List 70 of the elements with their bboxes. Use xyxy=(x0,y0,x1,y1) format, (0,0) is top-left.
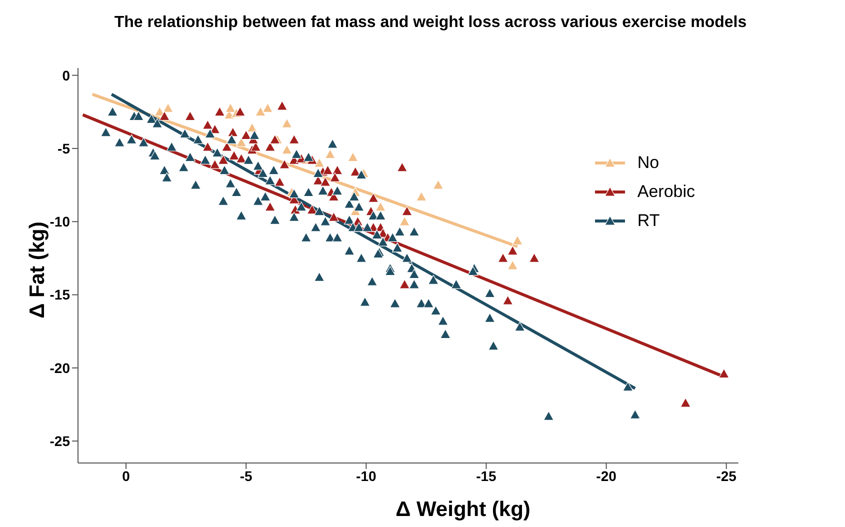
x-tick-label: 0 xyxy=(122,468,130,484)
point xyxy=(399,216,410,226)
point xyxy=(159,110,170,121)
y-tick-label: -5 xyxy=(58,140,70,156)
point xyxy=(396,162,408,172)
point xyxy=(502,295,514,305)
point xyxy=(322,165,334,175)
point xyxy=(718,368,730,378)
y-axis-title: Δ Fat (kg) xyxy=(26,222,50,318)
point xyxy=(314,158,325,168)
x-tick-label: -25 xyxy=(716,468,737,484)
point xyxy=(274,176,286,186)
point xyxy=(306,204,318,214)
point xyxy=(255,106,266,116)
point xyxy=(320,176,331,186)
point xyxy=(218,154,229,164)
point xyxy=(276,100,288,110)
point xyxy=(416,191,427,202)
point xyxy=(402,206,412,216)
point xyxy=(246,122,258,132)
point xyxy=(270,134,280,144)
x-tick-label: -15 xyxy=(476,468,497,484)
point xyxy=(348,152,358,162)
point xyxy=(202,120,213,130)
x-tick-label: -10 xyxy=(356,468,376,484)
point xyxy=(332,165,343,175)
y-tick-label: -25 xyxy=(50,433,70,450)
y-tick-label: -10 xyxy=(50,214,70,230)
point xyxy=(507,260,518,270)
point xyxy=(498,252,508,262)
point xyxy=(264,202,276,212)
point xyxy=(234,106,246,116)
legend-label: Aerobic xyxy=(637,182,695,202)
point xyxy=(228,150,240,160)
point xyxy=(399,279,410,289)
point xyxy=(262,102,274,113)
point xyxy=(507,246,518,256)
point xyxy=(184,110,196,121)
point xyxy=(225,102,236,113)
point xyxy=(279,159,290,169)
point xyxy=(162,102,174,113)
x-tick-label: -5 xyxy=(240,468,253,484)
point xyxy=(240,130,252,140)
point xyxy=(202,142,213,152)
point xyxy=(214,106,225,116)
point xyxy=(432,180,444,190)
point xyxy=(282,118,292,128)
point xyxy=(680,398,691,408)
point xyxy=(210,159,220,169)
point xyxy=(222,142,232,152)
y-tick-label: -15 xyxy=(50,286,70,303)
legend-label: RT xyxy=(637,211,660,231)
y-tick-label: -20 xyxy=(50,360,70,376)
point xyxy=(324,149,336,159)
point xyxy=(328,212,340,222)
legend-label: No xyxy=(637,153,660,173)
y-tick-label: 0 xyxy=(62,67,70,84)
x-tick-label: -20 xyxy=(596,468,617,484)
point xyxy=(282,144,292,154)
point xyxy=(512,235,523,245)
point xyxy=(528,252,540,262)
point xyxy=(228,127,238,137)
point xyxy=(264,142,276,152)
point xyxy=(375,202,386,212)
point xyxy=(330,172,340,182)
chart-title: The relationship between fat mass and weight loss across various exercise models xyxy=(113,14,748,32)
x-axis-title: Δ Weight (kg) xyxy=(394,498,532,522)
point xyxy=(288,134,300,144)
point xyxy=(236,137,247,147)
point xyxy=(368,192,379,203)
